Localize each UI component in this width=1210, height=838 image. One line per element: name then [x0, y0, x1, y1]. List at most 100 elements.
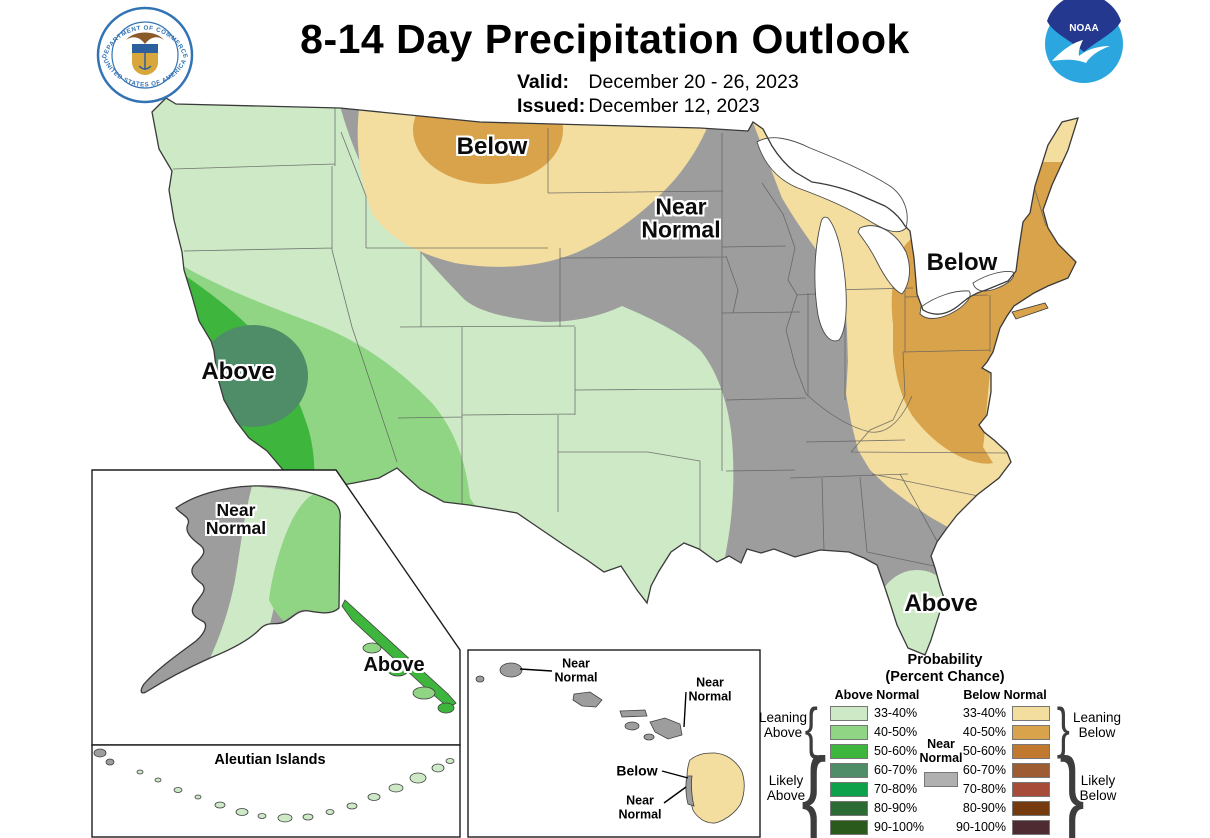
aleutian-island — [367, 793, 381, 801]
leader-big-island-near — [663, 786, 687, 804]
legend-below-header: Below Normal — [963, 688, 1047, 702]
aleutian-island — [105, 758, 115, 766]
range-above-33-40: 33-40% — [874, 706, 918, 720]
aleutian-island — [93, 748, 107, 758]
island-molokai — [619, 709, 648, 718]
range-below-50-60: 50-60% — [962, 744, 1006, 758]
panhandle-island-4 — [437, 702, 455, 714]
label-below-montana: Below — [456, 132, 528, 160]
label-near-normal-minnesota: Near Normal — [641, 193, 721, 243]
label-line: Near — [562, 656, 590, 671]
aleutian-island — [445, 758, 455, 764]
lake-ontario — [972, 271, 1015, 292]
valid-date-row: Valid: December 20 - 26, 2023 — [517, 71, 799, 94]
swatch-above-50-60 — [830, 744, 868, 759]
label-line: Normal — [641, 217, 721, 243]
label-line: Below — [1078, 724, 1116, 740]
label-above-alaska-panhandle: Above — [363, 653, 425, 676]
label-line: Normal — [205, 518, 267, 538]
label-below-northeast: Below — [926, 248, 998, 276]
aleutian-island — [235, 808, 249, 816]
leader-big-island-below — [661, 770, 689, 779]
swatch-below-33-40 — [1012, 706, 1050, 721]
legend-near-normal-label: Near Normal — [919, 737, 962, 766]
label-line: Normal — [618, 807, 662, 821]
label-line: Below — [1079, 787, 1117, 803]
issued-date-row: Issued: December 12, 2023 — [517, 95, 760, 118]
range-above-70-80: 70-80% — [874, 782, 918, 796]
swatch-below-40-50 — [1012, 725, 1050, 740]
legend-likely-above: Likely Above — [767, 773, 805, 804]
noaa-seagull-icon — [1052, 40, 1110, 63]
legend-leaning-above: Leaning Above — [759, 710, 807, 741]
doc-eagle-icon — [126, 32, 164, 44]
swatch-below-80-90 — [1012, 801, 1050, 816]
valid-value: December 20 - 26, 2023 — [588, 71, 799, 93]
brace-likely-below: } — [1059, 735, 1085, 838]
swatch-below-60-70 — [1012, 763, 1050, 778]
label-above-florida: Above — [904, 589, 978, 617]
noaa-dark-fan — [1047, 0, 1121, 52]
label-line: Near — [216, 500, 256, 521]
label-line: Above — [763, 724, 803, 740]
aleutian-island — [214, 801, 226, 809]
state-boundaries — [172, 108, 1047, 567]
label-above-california: Above — [201, 357, 275, 385]
swatch-near-normal — [924, 772, 958, 787]
legend-title-line1: Probability — [907, 652, 983, 668]
aleutian-island — [409, 772, 427, 784]
aleutian-island — [346, 802, 358, 810]
aleutian-island — [431, 763, 445, 773]
swatch-above-90-100 — [830, 820, 868, 835]
island-oahu — [572, 691, 603, 708]
label-line: Normal — [688, 689, 732, 703]
range-below-80-90: 80-90% — [962, 801, 1006, 815]
range-above-60-70: 60-70% — [874, 763, 918, 777]
panhandle-island-3 — [412, 686, 436, 700]
legend-near-line: Normal — [919, 751, 963, 766]
panhandle-island-2 — [387, 663, 409, 677]
island-niihau — [475, 675, 485, 683]
legend-likely-below: Likely Below — [1079, 773, 1117, 804]
label-near-normal-big-island: Near Normal — [618, 794, 662, 822]
range-above-50-60: 50-60% — [874, 744, 918, 758]
aleutian-island — [154, 777, 162, 783]
label-near-normal-alaska: Near Normal — [205, 500, 267, 538]
lake-superior — [756, 137, 908, 233]
alaska-coastline — [140, 485, 341, 694]
long-island — [1011, 302, 1049, 320]
legend-title-line2: (Percent Chance) — [885, 668, 1005, 685]
label-line: Near — [696, 675, 724, 690]
lake-michigan — [814, 216, 847, 342]
legend-title: Probability (Percent Chance) — [885, 652, 1004, 685]
noaa-logo: NOAA — [1045, 0, 1123, 83]
legend-above-header: Above Normal — [834, 688, 920, 702]
label-near-normal-maui: Near Normal — [688, 675, 732, 704]
department-of-commerce-seal: DEPARTMENT OF COMMERCE UNITED STATES OF … — [96, 6, 194, 104]
lake-huron — [857, 225, 910, 295]
range-below-33-40: 33-40% — [962, 706, 1006, 720]
doc-shield-top — [132, 44, 158, 53]
label-aleutian-islands: Aleutian Islands — [214, 752, 326, 768]
label-line: Normal — [554, 670, 598, 684]
us-coastline — [151, 97, 1079, 656]
island-kahoolawe — [643, 733, 655, 741]
swatch-above-33-40 — [830, 706, 868, 721]
swatch-above-70-80 — [830, 782, 868, 797]
swatch-above-40-50 — [830, 725, 868, 740]
aleutian-island — [136, 769, 144, 775]
brace-leaning-above: { — [804, 696, 818, 759]
aleutian-island — [173, 787, 183, 793]
region-below-40-northeast-core — [891, 142, 1078, 464]
label-line: Likely — [768, 773, 804, 788]
leader-kauai — [519, 668, 553, 672]
label-line: Near — [655, 193, 707, 220]
issued-value: December 12, 2023 — [588, 95, 760, 117]
doc-anchor-icon — [138, 53, 152, 70]
range-below-70-80: 70-80% — [962, 782, 1006, 796]
island-maui — [649, 717, 683, 740]
issued-label: Issued: — [517, 95, 586, 117]
island-hawaii-near-normal-sliver — [685, 775, 695, 807]
swatch-above-60-70 — [830, 763, 868, 778]
